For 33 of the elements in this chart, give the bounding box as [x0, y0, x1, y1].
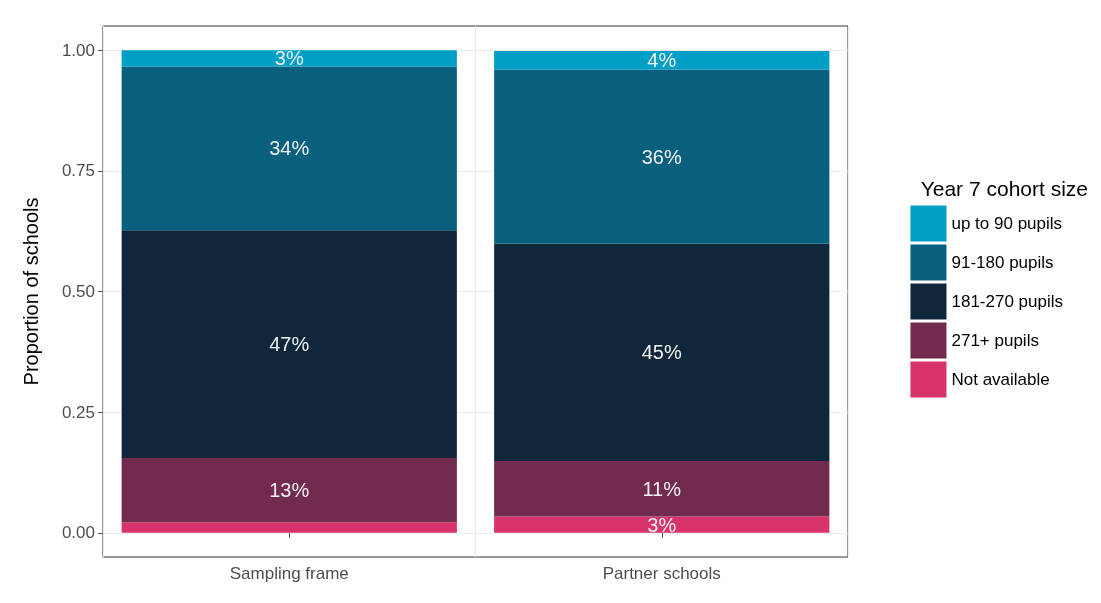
data-label: 3%: [274, 47, 304, 70]
bar: [494, 516, 830, 533]
y-tick-label: 0.50: [61, 282, 95, 301]
data-label: 4%: [647, 49, 677, 72]
legend-title: Year 7 cohort size: [920, 177, 1088, 200]
data-label: 45%: [641, 341, 682, 364]
bar: [494, 243, 830, 461]
bar: [494, 69, 830, 244]
y-axis-title: Proportion of schools: [20, 197, 42, 386]
data-label: 11%: [642, 477, 682, 500]
bar: [494, 460, 830, 517]
x-tick-label: Partner schools: [602, 564, 721, 583]
x-tick-label: Sampling frame: [229, 564, 349, 583]
y-tick-label: 1.00: [61, 40, 95, 60]
y-tick-label: 0.00: [61, 523, 95, 543]
bar: [121, 230, 457, 459]
bar: [121, 458, 457, 523]
y-tick-label: 0.25: [61, 402, 95, 422]
bar: [121, 66, 457, 231]
bar: [121, 522, 457, 533]
data-label: 36%: [641, 145, 682, 168]
bar: [494, 51, 830, 70]
bar: [121, 50, 457, 67]
data-label: 34%: [269, 137, 310, 160]
legend-label: 271+ pupils: [951, 331, 1039, 350]
legend-label: 181-270 pupils: [951, 292, 1063, 311]
data-label: 3%: [647, 513, 677, 536]
data-label: 13%: [269, 479, 310, 502]
legend-label: Not available: [951, 370, 1050, 389]
legend-label: up to 90 pupils: [951, 214, 1063, 233]
legend-label: 91-180 pupils: [951, 253, 1054, 272]
data-label: 47%: [269, 333, 310, 356]
y-tick-label: 0.75: [61, 161, 95, 181]
